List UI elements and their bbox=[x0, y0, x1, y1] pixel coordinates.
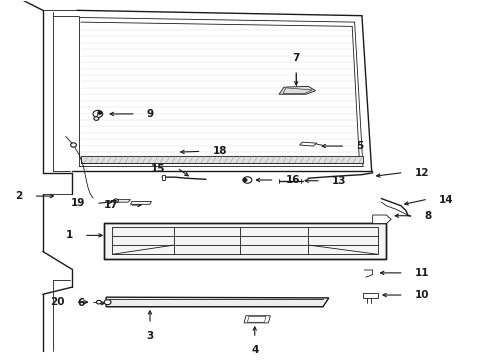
Polygon shape bbox=[363, 293, 377, 298]
Polygon shape bbox=[113, 200, 130, 202]
Text: 19: 19 bbox=[71, 198, 85, 208]
Text: 14: 14 bbox=[439, 195, 454, 204]
Circle shape bbox=[94, 117, 99, 120]
Polygon shape bbox=[373, 215, 391, 224]
Text: 7: 7 bbox=[293, 53, 300, 63]
Text: 16: 16 bbox=[286, 175, 300, 185]
Text: 4: 4 bbox=[251, 345, 258, 355]
Circle shape bbox=[93, 111, 103, 117]
Polygon shape bbox=[299, 142, 317, 146]
Polygon shape bbox=[106, 297, 329, 307]
Polygon shape bbox=[162, 175, 165, 180]
Text: 6: 6 bbox=[77, 298, 84, 308]
Text: 1: 1 bbox=[66, 230, 73, 240]
Circle shape bbox=[114, 199, 118, 203]
Text: 5: 5 bbox=[356, 141, 364, 151]
Text: 17: 17 bbox=[104, 200, 118, 210]
Text: 15: 15 bbox=[151, 164, 166, 174]
Text: 13: 13 bbox=[332, 176, 346, 186]
Circle shape bbox=[243, 177, 252, 183]
Circle shape bbox=[243, 179, 247, 181]
Text: 18: 18 bbox=[212, 147, 227, 157]
Circle shape bbox=[98, 111, 102, 114]
Text: 12: 12 bbox=[415, 168, 429, 178]
Text: 8: 8 bbox=[424, 211, 432, 221]
Polygon shape bbox=[244, 316, 270, 323]
Text: 2: 2 bbox=[16, 191, 23, 201]
Text: 3: 3 bbox=[147, 331, 154, 341]
Circle shape bbox=[104, 300, 111, 305]
Polygon shape bbox=[104, 223, 386, 258]
Circle shape bbox=[71, 143, 76, 147]
Text: 9: 9 bbox=[147, 109, 154, 119]
Polygon shape bbox=[279, 86, 316, 94]
Text: 10: 10 bbox=[415, 290, 429, 300]
Text: 11: 11 bbox=[415, 268, 429, 278]
Circle shape bbox=[97, 300, 101, 304]
Polygon shape bbox=[81, 156, 363, 163]
Polygon shape bbox=[130, 202, 151, 204]
Text: 20: 20 bbox=[50, 297, 65, 307]
